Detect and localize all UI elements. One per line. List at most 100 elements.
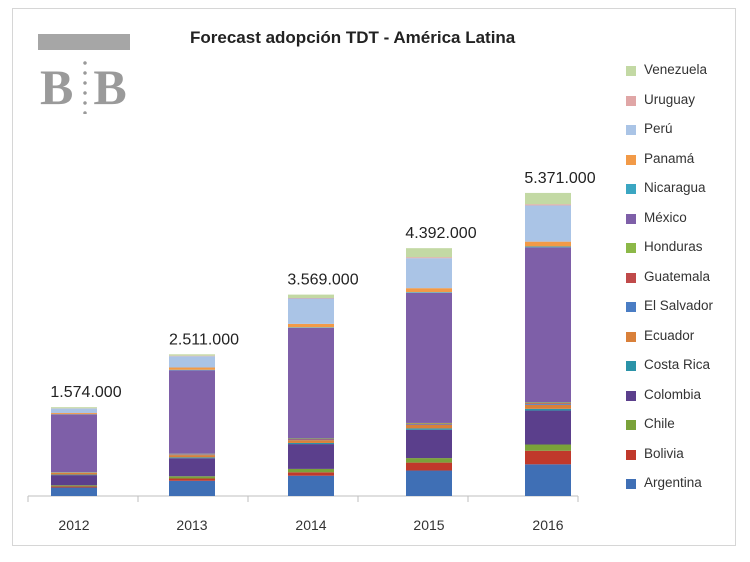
bar-segment-el-salvador-2016	[525, 404, 571, 405]
bar-segment-costa-rica-2015	[406, 428, 452, 430]
bar-segment-costa-rica-2014	[288, 442, 334, 445]
legend-item-el-salvador: El Salvador	[626, 298, 736, 318]
bar-segment-venezuela-2013	[169, 354, 215, 356]
bar-segment-chile-2012	[51, 485, 97, 487]
legend-label: Venezuela	[644, 62, 708, 77]
total-label-2013: 2.511.000	[169, 331, 239, 348]
legend-label: Colombia	[644, 386, 702, 402]
chart-frame	[12, 8, 736, 546]
bar-segment-venezuela-2014	[288, 294, 334, 298]
bar-segment-ecuador-2014	[288, 440, 334, 443]
bar-segment-panamá-2016	[525, 241, 571, 247]
bar-segment-honduras-2015	[406, 422, 452, 424]
bar-segment-el-salvador-2014	[288, 439, 334, 441]
legend-swatch	[626, 361, 636, 371]
bar-segment-panamá-2014	[288, 323, 334, 328]
bar-segment-colombia-2013	[169, 458, 215, 477]
bar-segment-ecuador-2016	[525, 404, 571, 409]
bar-segment-colombia-2012	[51, 475, 97, 486]
legend-swatch	[626, 154, 636, 165]
total-label-2016: 5.371.000	[524, 170, 595, 187]
x-tick-label-2015: 2015	[413, 517, 444, 533]
legend-swatch	[626, 95, 636, 106]
legend-item-perú: Perú	[626, 121, 736, 141]
x-tick-label-2016: 2016	[532, 517, 563, 533]
bar-segment-bolivia-2015	[406, 462, 452, 471]
legend-label: Nicaragua	[644, 180, 706, 195]
legend-label: México	[644, 209, 687, 225]
bar-segment-colombia-2015	[406, 429, 452, 459]
bar-segment-uruguay-2014	[288, 297, 334, 299]
bar-segment-guatemala-2016	[525, 403, 571, 405]
bar-segment-chile-2014	[288, 468, 334, 473]
bar-segment-guatemala-2015	[406, 423, 452, 425]
legend-item-guatemala: Guatemala	[626, 269, 736, 289]
legend-label: Panamá	[644, 150, 695, 166]
bar-segment-méxico-2016	[525, 247, 571, 403]
legend-label: Costa Rica	[644, 357, 711, 372]
bar-segment-perú-2014	[288, 298, 334, 324]
bar-segment-argentina-2013	[169, 480, 215, 496]
legend-swatch	[626, 390, 636, 401]
legend-label: Uruguay	[644, 91, 696, 107]
legend-label: Ecuador	[644, 327, 695, 343]
x-tick-label-2012: 2012	[58, 517, 89, 533]
bar-segment-bolivia-2016	[525, 450, 571, 465]
bar-segment-honduras-2016	[525, 402, 571, 404]
legend-label: Chile	[644, 416, 675, 431]
bar-segment-ecuador-2015	[406, 424, 452, 429]
bar-segment-panamá-2015	[406, 288, 452, 293]
legend-item-chile: Chile	[626, 416, 736, 436]
bar-segment-colombia-2014	[288, 444, 334, 469]
legend-swatch	[626, 479, 636, 489]
legend-item-méxico: México	[626, 210, 736, 230]
bar-segment-argentina-2014	[288, 475, 334, 496]
bar-segment-chile-2015	[406, 458, 452, 463]
bar-segment-costa-rica-2012	[51, 474, 97, 476]
bar-segment-méxico-2014	[288, 327, 334, 439]
legend-swatch	[626, 302, 636, 312]
legend-label: Perú	[644, 121, 673, 136]
bar-segment-argentina-2012	[51, 487, 97, 496]
logo-bar	[38, 34, 130, 50]
bar-segment-el-salvador-2015	[406, 424, 452, 425]
bar-segment-argentina-2015	[406, 470, 452, 496]
bar-segment-nicaragua-2014	[288, 327, 334, 328]
bar-segment-uruguay-2016	[525, 204, 571, 206]
legend-item-ecuador: Ecuador	[626, 328, 736, 348]
legend-item-costa-rica: Costa Rica	[626, 357, 736, 377]
bar-segment-venezuela-2015	[406, 248, 452, 258]
bar-segment-uruguay-2015	[406, 257, 452, 259]
bar-segment-chile-2016	[525, 444, 571, 451]
bar-segment-panamá-2012	[51, 413, 97, 415]
legend-item-colombia: Colombia	[626, 387, 736, 407]
bar-segment-costa-rica-2016	[525, 408, 571, 411]
bar-segment-méxico-2013	[169, 370, 215, 454]
legend-swatch	[626, 243, 636, 253]
bar-segment-argentina-2016	[525, 464, 571, 496]
legend-label: Honduras	[644, 239, 703, 254]
legend-swatch	[626, 66, 636, 76]
bar-segment-méxico-2012	[51, 414, 97, 473]
bar-segment-perú-2016	[525, 205, 571, 242]
legend-swatch	[626, 331, 636, 342]
legend-item-argentina: Argentina	[626, 475, 736, 495]
legend-swatch	[626, 449, 636, 460]
bar-segment-perú-2012	[51, 408, 97, 414]
total-label-2014: 3.569.000	[287, 272, 358, 289]
bar-segment-bolivia-2014	[288, 472, 334, 476]
bar-segment-méxico-2015	[406, 292, 452, 423]
bar-segment-uruguay-2013	[169, 355, 215, 357]
bar-segment-perú-2015	[406, 258, 452, 289]
legend-item-panamá: Panamá	[626, 151, 736, 171]
bar-segment-nicaragua-2016	[525, 246, 571, 248]
legend-swatch	[626, 213, 636, 224]
bar-segment-colombia-2016	[525, 410, 571, 445]
bar-segment-honduras-2014	[288, 438, 334, 440]
bar-segment-ecuador-2012	[51, 472, 97, 475]
bar-segment-costa-rica-2013	[169, 457, 215, 459]
bar-segment-venezuela-2012	[51, 407, 97, 409]
x-tick-label-2013: 2013	[176, 517, 207, 533]
bar-segment-guatemala-2014	[288, 439, 334, 440]
